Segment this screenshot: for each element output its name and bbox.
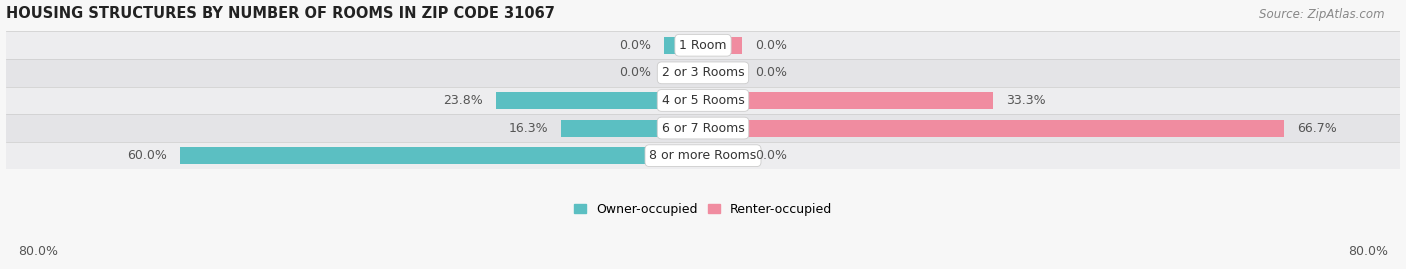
Text: 0.0%: 0.0% xyxy=(755,66,787,79)
Text: 33.3%: 33.3% xyxy=(1007,94,1046,107)
Text: 0.0%: 0.0% xyxy=(619,66,651,79)
Text: 0.0%: 0.0% xyxy=(755,149,787,162)
Bar xyxy=(6,31,1400,59)
Text: 2 or 3 Rooms: 2 or 3 Rooms xyxy=(662,66,744,79)
Text: 4 or 5 Rooms: 4 or 5 Rooms xyxy=(662,94,744,107)
Text: 16.3%: 16.3% xyxy=(508,122,548,134)
Bar xyxy=(703,147,742,164)
Bar xyxy=(703,119,1285,137)
Text: 23.8%: 23.8% xyxy=(443,94,482,107)
Bar xyxy=(180,147,703,164)
Bar xyxy=(6,142,1400,169)
Text: 0.0%: 0.0% xyxy=(619,39,651,52)
Bar xyxy=(664,64,703,82)
Bar xyxy=(703,64,742,82)
Bar xyxy=(6,87,1400,114)
Bar xyxy=(703,37,742,54)
Bar xyxy=(703,92,993,109)
Bar xyxy=(6,59,1400,87)
Text: 66.7%: 66.7% xyxy=(1298,122,1337,134)
Text: HOUSING STRUCTURES BY NUMBER OF ROOMS IN ZIP CODE 31067: HOUSING STRUCTURES BY NUMBER OF ROOMS IN… xyxy=(6,6,554,20)
Bar xyxy=(6,114,1400,142)
Text: 60.0%: 60.0% xyxy=(127,149,167,162)
Legend: Owner-occupied, Renter-occupied: Owner-occupied, Renter-occupied xyxy=(574,203,832,216)
Text: Source: ZipAtlas.com: Source: ZipAtlas.com xyxy=(1260,8,1385,21)
Bar xyxy=(664,37,703,54)
Text: 80.0%: 80.0% xyxy=(18,245,58,258)
Bar xyxy=(495,92,703,109)
Text: 6 or 7 Rooms: 6 or 7 Rooms xyxy=(662,122,744,134)
Text: 1 Room: 1 Room xyxy=(679,39,727,52)
Text: 80.0%: 80.0% xyxy=(1348,245,1388,258)
Text: 8 or more Rooms: 8 or more Rooms xyxy=(650,149,756,162)
Bar xyxy=(561,119,703,137)
Text: 0.0%: 0.0% xyxy=(755,39,787,52)
